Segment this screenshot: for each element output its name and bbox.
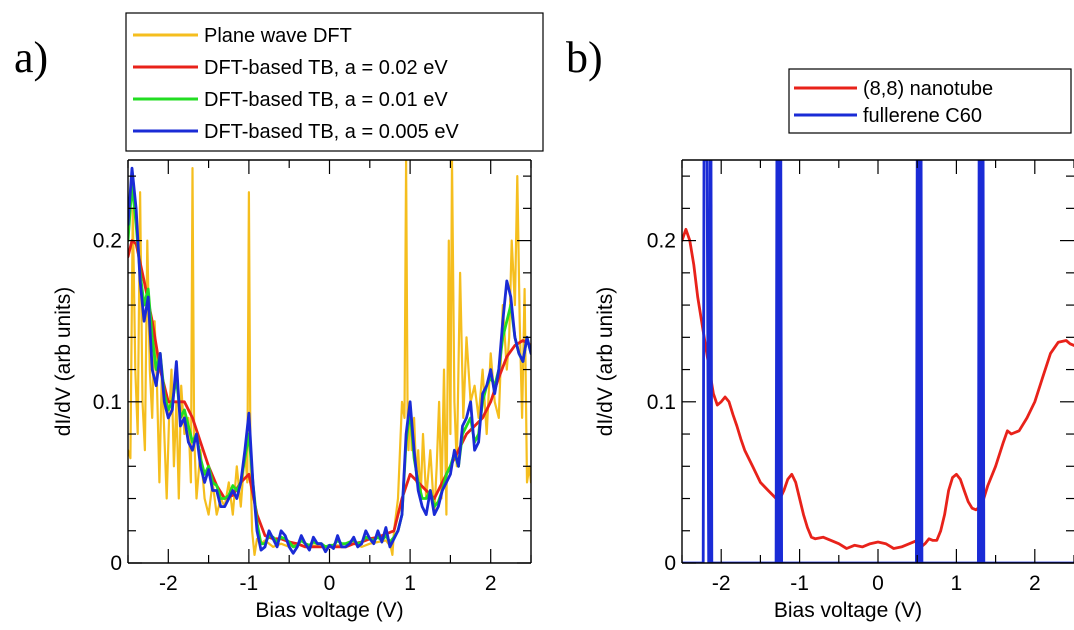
- legend-label: DFT-based TB, a = 0.01 eV: [204, 89, 448, 111]
- y-tick-label: 0: [110, 552, 122, 575]
- panel-b-axes: [681, 159, 1074, 564]
- legend-label: fullerene C60: [863, 105, 982, 127]
- y-tick-label: 0.1: [93, 391, 122, 414]
- panel-a-axes: [127, 159, 532, 564]
- series-line-plane-wave-dft: [128, 160, 531, 557]
- legend-b-frame: [788, 68, 1072, 134]
- panel-a-plot: -2 -1 0 1 2 0 0.1 0.2 Bias voltage (V) dI/dV (arb…: [52, 159, 532, 622]
- panel-a-series-group: [128, 160, 531, 557]
- series-line-8-8-nanotube: [682, 227, 1074, 550]
- x-tick-label: 1: [404, 572, 416, 595]
- y-axis-title: dI/dV (arb units): [594, 287, 617, 436]
- panel-b-tag: b): [566, 33, 603, 82]
- x-tick-label: 0: [324, 572, 336, 595]
- x-axis-title: Bias voltage (V): [774, 599, 922, 622]
- legend-label: Plane wave DFT: [204, 25, 352, 47]
- panel-a-tag: a): [14, 33, 48, 82]
- y-tick-label: 0: [664, 552, 676, 575]
- y-axis-title: dI/dV (arb units): [52, 287, 75, 436]
- x-axis-title: Bias voltage (V): [255, 599, 403, 622]
- x-tick-label: 2: [485, 572, 497, 595]
- panel-b-series-group: [682, 160, 1074, 563]
- y-tick-label: 0.1: [647, 391, 676, 414]
- x-tick-label: -1: [790, 572, 809, 595]
- legend-b: (8,8) nanotube fullerene C60: [788, 68, 1072, 134]
- panel-b-plot: -2 -1 0 1 2 0 0.1 0.2 Bias voltage (V) dI/dV (arb…: [594, 159, 1074, 622]
- legend-label: DFT-based TB, a = 0.005 eV: [204, 121, 459, 143]
- x-tick-label: -1: [240, 572, 259, 595]
- x-tick-label: -2: [712, 572, 731, 595]
- x-tick-label: -2: [159, 572, 178, 595]
- x-tick-label: 2: [1029, 572, 1041, 595]
- x-tick-label: 1: [951, 572, 963, 595]
- legend-a: Plane wave DFT DFT-based TB, a = 0.02 eV D…: [125, 12, 544, 152]
- y-tick-label: 0.2: [93, 230, 122, 253]
- series-line-fullerene-c60: [682, 160, 1074, 563]
- series-line-dft-based-tb-a-0-01-ev: [128, 182, 531, 549]
- legend-label: (8,8) nanotube: [863, 78, 993, 100]
- series-line-dft-based-tb-a-0-005-ev: [128, 166, 531, 555]
- legend-label: DFT-based TB, a = 0.02 eV: [204, 57, 448, 79]
- y-tick-label: 0.2: [647, 230, 676, 253]
- x-tick-label: 0: [872, 572, 884, 595]
